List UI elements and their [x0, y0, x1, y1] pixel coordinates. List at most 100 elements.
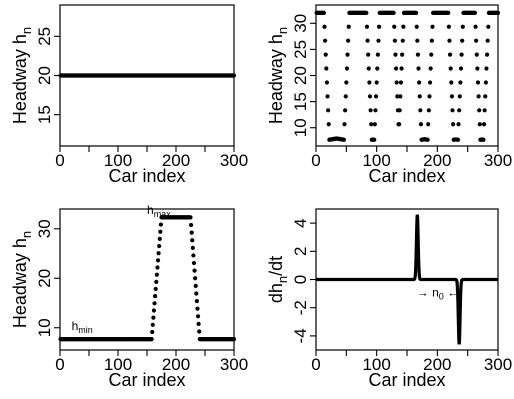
data-point [397, 108, 402, 113]
data-point [372, 122, 377, 127]
x-tick-label: 300 [220, 151, 248, 170]
x-tick-label: 0 [311, 355, 320, 374]
data-point [418, 108, 423, 113]
data-point [428, 66, 433, 71]
data-point [365, 38, 370, 43]
data-point [151, 315, 156, 320]
data-point [373, 94, 379, 99]
data-point [485, 38, 490, 43]
data-point [156, 251, 161, 256]
data-point [426, 108, 431, 113]
data-point [372, 137, 377, 142]
data-point [401, 24, 406, 29]
data-point [152, 301, 157, 306]
panel-a-points [58, 73, 237, 78]
y-axis-title: dhn/dt [266, 256, 290, 303]
data-point [446, 10, 451, 15]
data-point [153, 286, 158, 292]
data-point [367, 80, 372, 85]
data-point [415, 38, 420, 43]
data-point [457, 94, 462, 99]
data-point [448, 66, 453, 71]
data-point [484, 66, 489, 71]
data-point [326, 108, 331, 113]
data-point [477, 108, 482, 113]
data-point [194, 298, 199, 304]
panel-c-points [58, 215, 237, 342]
data-point [392, 24, 397, 29]
data-point [343, 108, 348, 113]
data-point [150, 322, 155, 327]
data-point [457, 108, 462, 113]
x-tick-label: 100 [104, 151, 132, 170]
data-point [430, 24, 435, 29]
data-point [344, 80, 349, 85]
y-axis-title: Headway hn [266, 27, 290, 124]
data-point [414, 10, 419, 15]
data-point [447, 38, 452, 43]
data-point [373, 108, 378, 113]
data-point [398, 94, 403, 99]
x-tick-label: 200 [162, 355, 190, 374]
data-point [324, 66, 329, 71]
data-point [193, 276, 198, 281]
y-tick-label: 4 [291, 218, 310, 227]
derivative-series [316, 214, 498, 345]
data-point [429, 38, 434, 43]
data-point [158, 222, 164, 227]
data-point [326, 122, 331, 127]
data-point [397, 122, 402, 127]
data-point [375, 52, 380, 57]
y-axis-title: Headway hn [10, 231, 34, 328]
x-tick-label: 100 [362, 355, 390, 374]
data-point [192, 268, 197, 273]
data-point [427, 94, 432, 99]
n0-label: → n0 ← [417, 285, 459, 301]
data-point [157, 236, 162, 241]
data-point [483, 94, 488, 99]
data-point [194, 291, 199, 296]
data-point [158, 229, 163, 234]
x-tick-label: 0 [55, 355, 64, 374]
y-tick-label: -2 [291, 300, 310, 315]
data-point [188, 215, 193, 220]
data-point [414, 24, 419, 29]
x-tick-label: 200 [423, 355, 451, 374]
data-point [150, 329, 155, 335]
data-point [231, 337, 237, 342]
data-point [344, 66, 350, 71]
h-max-label: hmax [147, 203, 171, 219]
data-point [450, 108, 455, 113]
data-point [366, 52, 371, 57]
data-point [325, 94, 330, 99]
data-point [364, 10, 369, 15]
y-axis-title: Headway hn [10, 27, 34, 124]
data-point [460, 24, 465, 29]
data-point [364, 24, 370, 29]
data-point [400, 38, 405, 43]
data-point [472, 10, 478, 15]
y-tick-label: 20 [35, 269, 54, 288]
data-point [455, 137, 461, 142]
x-tick-label: 0 [55, 151, 64, 170]
y-tick-label: 25 [291, 40, 310, 59]
data-point [486, 24, 491, 29]
data-point [417, 80, 422, 85]
data-point [398, 80, 404, 85]
x-tick-label: 100 [104, 355, 132, 374]
data-point [482, 108, 487, 113]
data-point [473, 24, 478, 29]
y-tick-label: 20 [35, 66, 54, 85]
data-point [429, 52, 434, 57]
data-point [449, 80, 454, 85]
x-tick-label: 300 [220, 355, 248, 374]
data-point [449, 94, 454, 99]
x-tick-label: 0 [311, 151, 320, 170]
data-point [323, 38, 328, 43]
x-tick-label: 200 [162, 151, 190, 170]
data-point [345, 52, 350, 57]
data-point [425, 137, 430, 142]
data-point [392, 38, 397, 43]
data-point [324, 80, 330, 85]
